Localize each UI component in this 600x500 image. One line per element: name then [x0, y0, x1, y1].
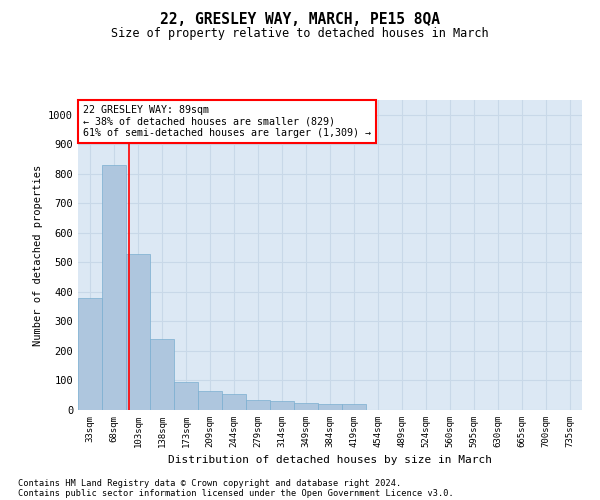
- Bar: [150, 339, 174, 410]
- Text: Contains HM Land Registry data © Crown copyright and database right 2024.: Contains HM Land Registry data © Crown c…: [18, 478, 401, 488]
- Bar: [294, 402, 318, 410]
- Bar: [198, 391, 222, 410]
- Y-axis label: Number of detached properties: Number of detached properties: [32, 164, 43, 346]
- Bar: [318, 404, 342, 410]
- Bar: [246, 400, 270, 410]
- X-axis label: Distribution of detached houses by size in March: Distribution of detached houses by size …: [168, 456, 492, 466]
- Text: Contains public sector information licensed under the Open Government Licence v3: Contains public sector information licen…: [18, 488, 454, 498]
- Bar: [222, 394, 246, 410]
- Bar: [102, 165, 126, 410]
- Bar: [126, 254, 150, 410]
- Text: 22 GRESLEY WAY: 89sqm
← 38% of detached houses are smaller (829)
61% of semi-det: 22 GRESLEY WAY: 89sqm ← 38% of detached …: [83, 104, 371, 138]
- Bar: [342, 404, 366, 410]
- Text: Size of property relative to detached houses in March: Size of property relative to detached ho…: [111, 28, 489, 40]
- Bar: [174, 382, 198, 410]
- Text: 22, GRESLEY WAY, MARCH, PE15 8QA: 22, GRESLEY WAY, MARCH, PE15 8QA: [160, 12, 440, 28]
- Bar: [78, 298, 102, 410]
- Bar: [270, 401, 294, 410]
